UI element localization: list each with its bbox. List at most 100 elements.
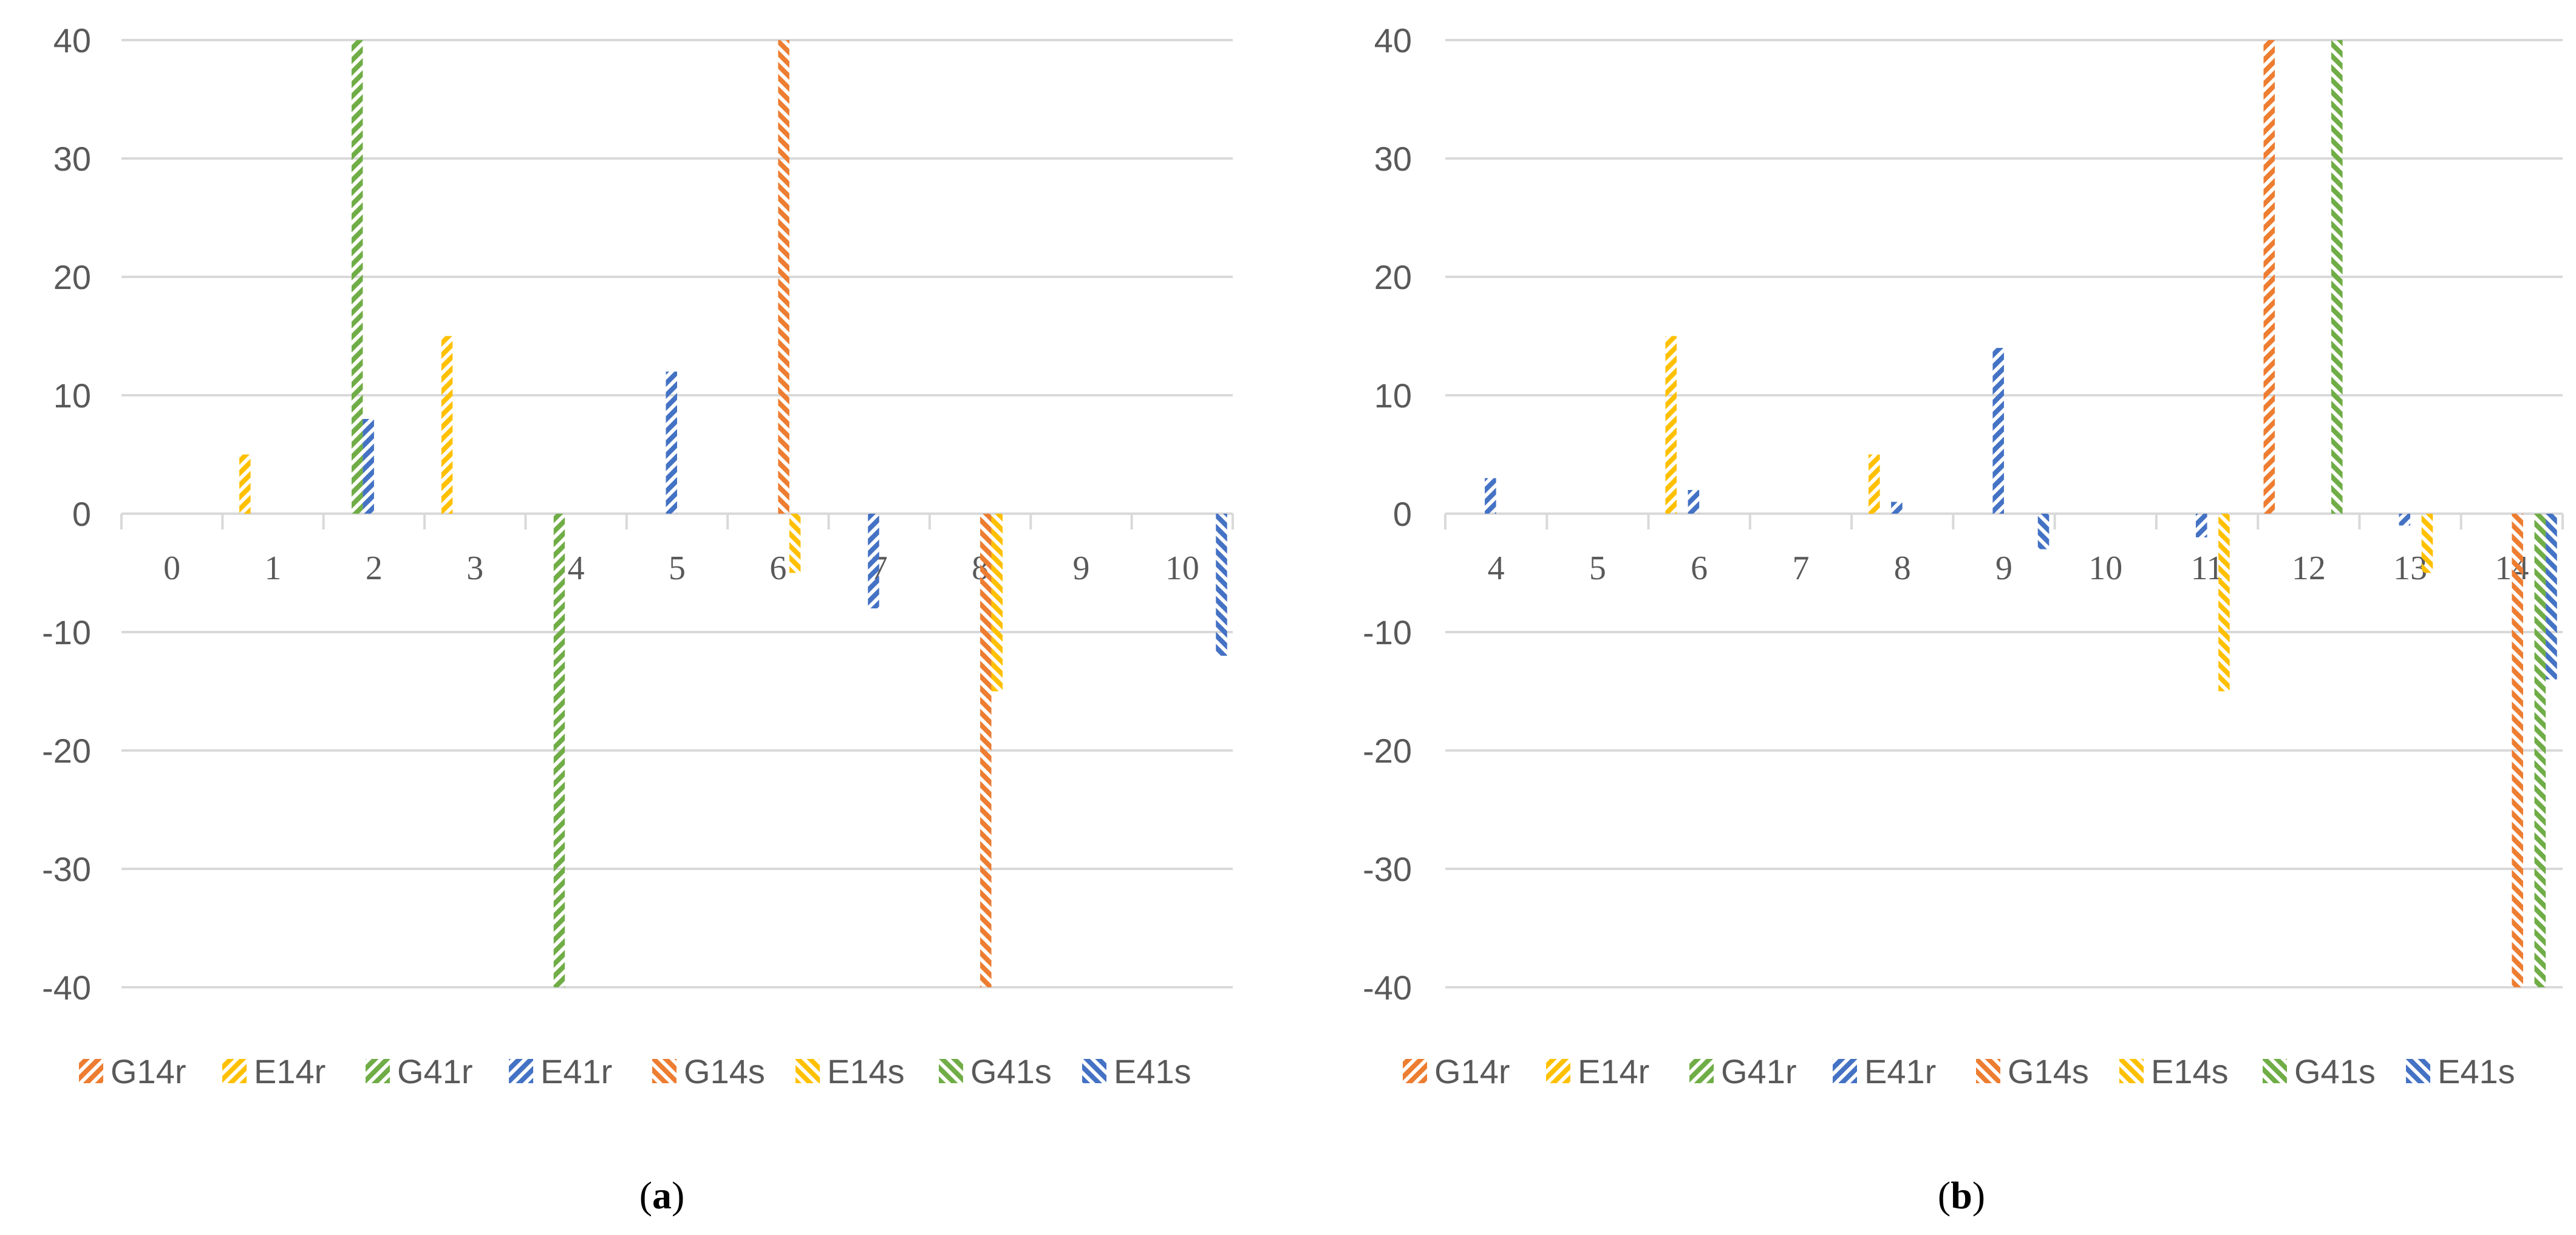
x-tick-label: 5 (669, 549, 686, 587)
y-tick-label: 10 (1374, 376, 1412, 415)
legend-label-g14r: G14r (1434, 1052, 1510, 1090)
bar-g41r-4 (553, 514, 565, 987)
bar-g14r-12 (2263, 40, 2275, 514)
bar-e14s-11 (2218, 514, 2230, 692)
bar-e14r-1 (239, 454, 251, 514)
legend-swatch-g41s (2263, 1059, 2287, 1083)
panel-letter: b (1951, 1174, 1972, 1217)
legend-swatch-g41r (1689, 1059, 1714, 1083)
x-tick-label: 9 (1072, 549, 1089, 587)
legend-label-e41r: E41r (1864, 1052, 1936, 1090)
panel-caption: (a) (639, 1174, 685, 1217)
legend-label-e14s: E14s (2151, 1052, 2229, 1090)
legend-label-g41s: G41s (2294, 1052, 2376, 1090)
bar-e41s-14 (2546, 514, 2557, 679)
legend-label-e41s: E41s (2438, 1052, 2515, 1090)
legend-swatch-e41r (509, 1059, 533, 1083)
y-tick-label: 40 (1374, 21, 1412, 60)
legend-label-g41s: G41s (970, 1052, 1052, 1090)
y-tick-label: -30 (1363, 850, 1412, 888)
y-tick-label: -20 (1363, 732, 1412, 770)
x-tick-label: 4 (568, 549, 585, 587)
panel-letter: a (652, 1174, 672, 1217)
bar-e41s-10 (1216, 514, 1227, 656)
x-tick-label: 9 (1995, 549, 2012, 587)
bar-e41r-2 (363, 419, 374, 514)
x-tick-label: 3 (466, 549, 483, 587)
panel-caption: (b) (1938, 1174, 1985, 1217)
legend-label-e14r: E14r (254, 1052, 325, 1090)
legend-swatch-g41r (366, 1059, 390, 1083)
legend-label-g14s: G14s (684, 1052, 765, 1090)
x-tick-label: 0 (163, 549, 180, 587)
y-tick-label: 0 (1393, 495, 1412, 533)
legend-swatch-e14s (796, 1059, 820, 1083)
legend-swatch-e14s (2119, 1059, 2144, 1083)
legend-swatch-e41r (1833, 1059, 1857, 1083)
bar-g14s-14 (2512, 514, 2523, 987)
y-tick-label: -30 (42, 850, 91, 888)
bar-e14s-13 (2421, 514, 2433, 573)
y-tick-label: -10 (1363, 613, 1412, 652)
bar-e41r-9 (1992, 348, 2004, 514)
y-tick-label: -40 (1363, 968, 1412, 1007)
legend-label-g41r: G41r (1721, 1052, 1797, 1090)
legend-swatch-e41s (2406, 1059, 2430, 1083)
legend-label-g14r: G14r (111, 1052, 186, 1090)
y-tick-label: 30 (53, 140, 91, 178)
bar-e41r-8 (1891, 502, 1903, 514)
bar-e41r-11 (2195, 514, 2207, 537)
x-tick-label: 10 (1165, 549, 1199, 587)
y-tick-label: 40 (53, 21, 91, 60)
legend-swatch-g14r (1403, 1059, 1427, 1083)
x-tick-label: 5 (1589, 549, 1606, 587)
y-tick-label: 0 (72, 495, 91, 533)
bar-e41r-5 (666, 372, 677, 514)
x-tick-label: 2 (366, 549, 383, 587)
bar-e14r-3 (441, 336, 453, 514)
bar-e41r-7 (868, 514, 879, 608)
x-tick-label: 4 (1488, 549, 1505, 587)
bar-g14s-6 (778, 40, 789, 514)
bar-g41r-2 (351, 40, 363, 514)
y-tick-label: 20 (1374, 258, 1412, 296)
bar-g14s-8 (980, 514, 992, 987)
x-tick-label: 8 (1894, 549, 1911, 587)
y-tick-label: -20 (42, 732, 91, 770)
bar-e41r-4 (1485, 478, 1496, 514)
y-tick-label: -10 (42, 613, 91, 652)
bar-e41s-9 (2037, 514, 2050, 549)
legend-label-g14s: G14s (2008, 1052, 2089, 1090)
bar-e41r-6 (1688, 490, 1700, 514)
x-tick-label: 6 (769, 549, 786, 587)
legend-swatch-g14s (1976, 1059, 2000, 1083)
bar-e14s-6 (789, 514, 801, 573)
y-tick-label: 10 (53, 376, 91, 415)
x-tick-label: 1 (265, 549, 282, 587)
legend-swatch-e14r (222, 1059, 247, 1083)
x-tick-label: 7 (1792, 549, 1809, 587)
x-tick-label: 12 (2292, 549, 2326, 587)
bar-e41r-13 (2399, 514, 2411, 526)
legend-label-e41r: E41r (540, 1052, 612, 1090)
legend-swatch-g41s (939, 1059, 963, 1083)
legend-label-e14s: E14s (827, 1052, 905, 1090)
legend-label-e41s: E41s (1114, 1052, 1191, 1090)
bar-g41s-12 (2331, 40, 2343, 514)
bar-e14s-8 (991, 514, 1003, 692)
legend-swatch-g14r (79, 1059, 103, 1083)
x-tick-label: 11 (2191, 549, 2224, 587)
legend-swatch-e14r (1546, 1059, 1570, 1083)
bar-e14r-8 (1868, 454, 1880, 514)
x-tick-label: 10 (2088, 549, 2122, 587)
legend-label-g41r: G41r (397, 1052, 473, 1090)
y-tick-label: -40 (42, 968, 91, 1007)
legend-label-e14r: E14r (1578, 1052, 1649, 1090)
chart-panel-a: 403020100-10-20-30-40012345678910G14rE14… (42, 21, 1234, 1217)
y-tick-label: 30 (1374, 140, 1412, 178)
bar-e14r-6 (1665, 336, 1677, 514)
y-tick-label: 20 (53, 258, 91, 296)
x-tick-label: 6 (1691, 549, 1708, 587)
chart-panel-b: 403020100-10-20-30-404567891011121314G14… (1363, 21, 2564, 1217)
